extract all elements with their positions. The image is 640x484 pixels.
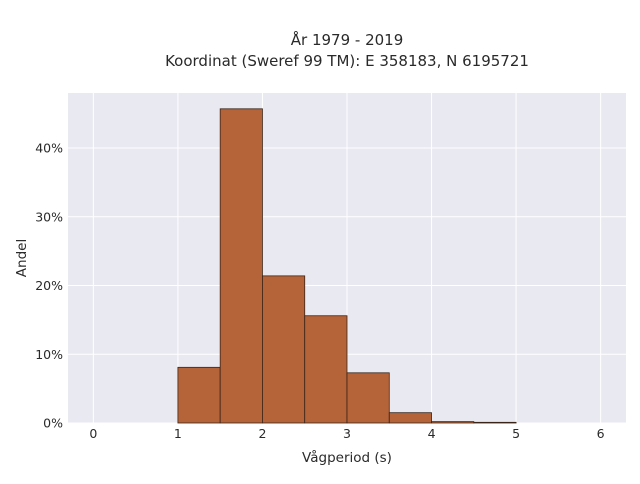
histogram-bar bbox=[304, 315, 348, 424]
chart-subtitle: Koordinat (Sweref 99 TM): E 358183, N 61… bbox=[165, 52, 529, 70]
chart-title: År 1979 - 2019 bbox=[291, 30, 404, 49]
y-tick-label: 40% bbox=[35, 141, 63, 156]
x-tick-label: 1 bbox=[174, 426, 182, 441]
x-axis-label: Vågperiod (s) bbox=[302, 449, 392, 466]
histogram-bar bbox=[473, 421, 517, 424]
x-tick-label: 5 bbox=[512, 426, 520, 441]
y-tick-label: 30% bbox=[35, 209, 63, 224]
x-tick-labels: 0 1 2 3 4 5 6 bbox=[89, 426, 604, 441]
x-tick-label: 3 bbox=[343, 426, 351, 441]
y-tick-labels: 0% 10% 20% 30% 40% bbox=[35, 141, 63, 431]
histogram-bar bbox=[262, 275, 306, 424]
x-tick-label: 2 bbox=[258, 426, 266, 441]
y-axis-label: Andel bbox=[14, 239, 30, 277]
y-tick-label: 0% bbox=[43, 416, 63, 431]
histogram-bar bbox=[177, 366, 221, 424]
y-tick-label: 20% bbox=[35, 278, 63, 293]
histogram-bars bbox=[177, 108, 517, 424]
y-gridlines bbox=[68, 147, 626, 424]
histogram-bar bbox=[219, 108, 263, 424]
histogram-bar bbox=[431, 421, 475, 424]
x-tick-label: 6 bbox=[597, 426, 605, 441]
x-tick-label: 0 bbox=[89, 426, 97, 441]
x-tick-label: 4 bbox=[428, 426, 436, 441]
histogram-bar bbox=[388, 412, 432, 424]
histogram-bar bbox=[346, 372, 390, 424]
y-tick-label: 10% bbox=[35, 347, 63, 362]
